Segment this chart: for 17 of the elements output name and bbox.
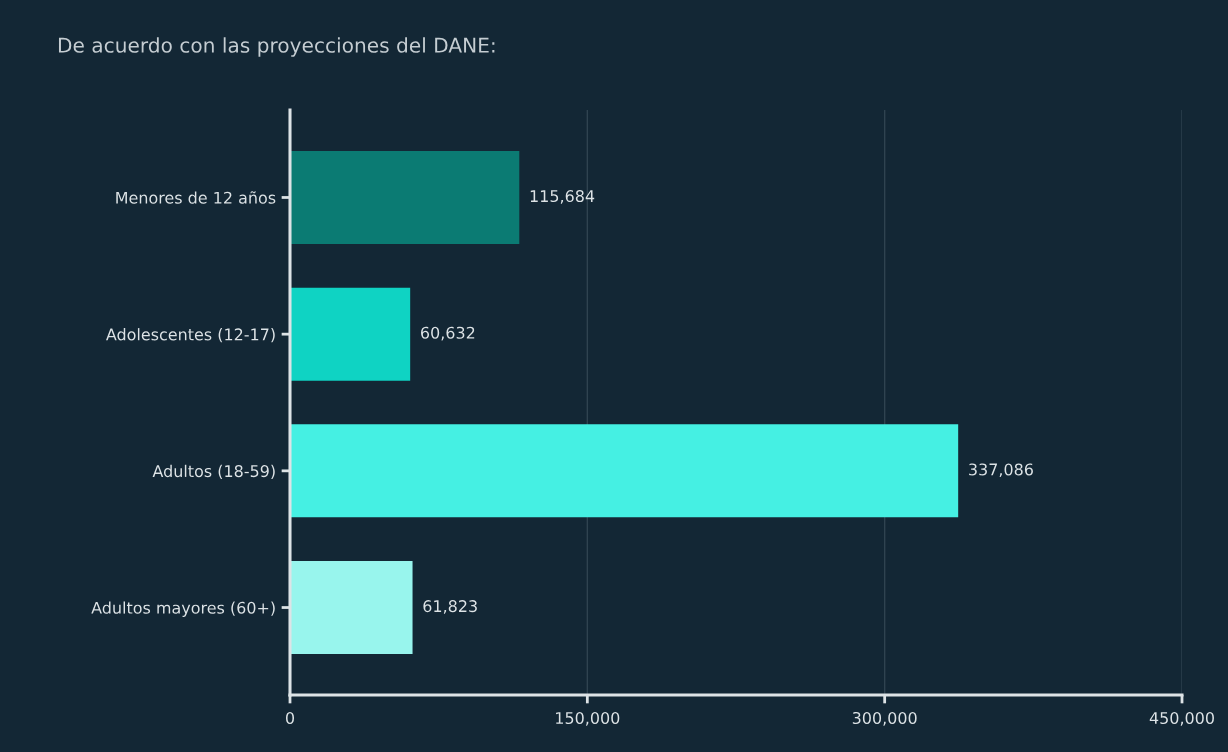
bar [290,424,959,518]
data-label: 337,086 [969,463,1033,478]
chart-title: De acuerdo con las proyecciones del DANE: [58,37,495,57]
y-tick-label: Adultos (18-59) [152,464,275,480]
x-tick-label: 150,000 [556,711,620,726]
bar [290,561,413,654]
y-tick-label: Adultos mayores (60+) [91,601,275,617]
bar [290,287,411,381]
x-tick-label: 300,000 [852,711,917,726]
x-tick-label: 0 [285,711,295,725]
data-label: 115,684 [530,190,595,204]
x-tick-label: 450,000 [1149,711,1214,726]
bar [290,151,520,244]
data-label: 61,823 [423,600,477,614]
y-tick-label: Adolescentes (12-17) [106,328,275,343]
data-label: 60,632 [421,326,475,341]
y-tick-label: Menores de 12 años [116,191,276,204]
